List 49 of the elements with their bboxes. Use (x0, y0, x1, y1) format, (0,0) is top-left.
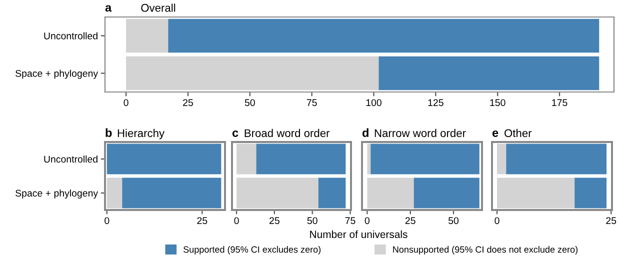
y-tick-label: Uncontrolled (44, 32, 98, 40)
bar (236, 178, 318, 208)
x-tick-label: 0 (104, 217, 110, 224)
x-axis-title: Number of universals (310, 230, 408, 238)
x-tick-label: 0 (494, 217, 500, 224)
bar (318, 178, 346, 208)
chart-title: Other (504, 128, 532, 138)
bar (256, 144, 346, 174)
text: a (105, 5, 112, 12)
x-tick-label: 75 (306, 99, 317, 106)
bar (367, 178, 414, 208)
x-tick-label: 75 (345, 217, 356, 224)
x-tick-label: 50 (307, 217, 318, 224)
bar (126, 56, 379, 90)
x-tick-label: 125 (428, 99, 444, 106)
text: c (232, 130, 238, 137)
bar (367, 144, 371, 174)
x-tick-label: 0 (364, 217, 370, 224)
bar (126, 18, 168, 53)
text: d (362, 128, 368, 137)
bar (378, 56, 600, 90)
x-tick-label: 150 (490, 99, 506, 106)
bar (497, 178, 575, 208)
y-tick-label: Space + phylogeny (16, 70, 98, 79)
x-tick-label: 100 (366, 99, 382, 106)
legend-label: Supported (95% CI excludes zero) (184, 246, 321, 254)
x-tick-label: 50 (448, 217, 459, 224)
x-tick-label: 0 (234, 217, 239, 224)
chart-title: Hierarchy (118, 128, 165, 140)
x-tick-label: 175 (552, 99, 568, 106)
x-tick-label: 25 (270, 217, 280, 224)
x-tick-label: 0 (124, 99, 128, 106)
bar (574, 178, 607, 208)
y-tick-label: Uncontrolled (44, 155, 98, 163)
bar (236, 144, 256, 174)
x-tick-label: 25 (606, 217, 616, 224)
text: e (492, 130, 498, 137)
chart-title: Overall (141, 4, 176, 12)
bar (414, 178, 480, 208)
x-tick-label: 50 (244, 99, 255, 106)
bar (497, 144, 506, 174)
x-tick-label: 25 (197, 217, 208, 224)
y-tick-label: Space + phylogeny (16, 189, 98, 199)
legend-label: Nonsupported (95% CI does not exclude zero) (393, 246, 578, 254)
chart-title: Broad word order (244, 128, 330, 138)
text: b (106, 128, 112, 137)
x-tick-label: 25 (183, 99, 193, 106)
x-tick-label: 25 (405, 217, 416, 224)
chart-title: Narrow word order (374, 128, 466, 138)
